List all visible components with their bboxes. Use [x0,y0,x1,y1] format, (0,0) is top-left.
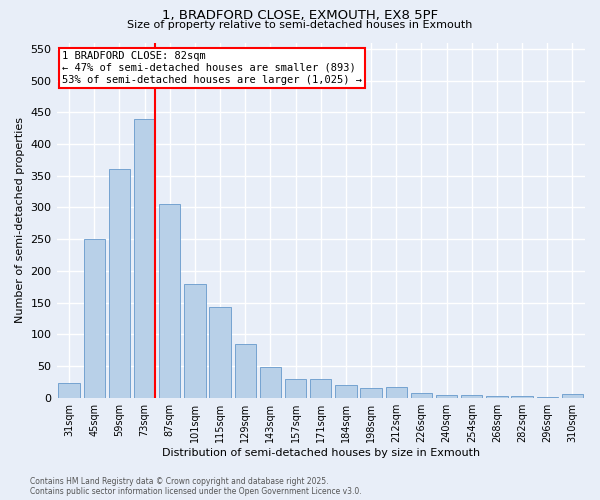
X-axis label: Distribution of semi-detached houses by size in Exmouth: Distribution of semi-detached houses by … [162,448,480,458]
Bar [58,383,80,398]
Bar [209,307,231,398]
Bar [134,118,155,398]
Bar [536,397,558,398]
Bar [285,380,307,398]
Text: 1, BRADFORD CLOSE, EXMOUTH, EX8 5PF: 1, BRADFORD CLOSE, EXMOUTH, EX8 5PF [162,9,438,22]
Bar [562,394,583,398]
Bar [83,239,105,398]
Bar [511,396,533,398]
Bar [235,344,256,398]
Bar [335,385,356,398]
Bar [411,394,432,398]
Bar [486,396,508,398]
Y-axis label: Number of semi-detached properties: Number of semi-detached properties [15,117,25,323]
Bar [436,394,457,398]
Bar [461,394,482,398]
Text: 1 BRADFORD CLOSE: 82sqm
← 47% of semi-detached houses are smaller (893)
53% of s: 1 BRADFORD CLOSE: 82sqm ← 47% of semi-de… [62,52,362,84]
Bar [109,170,130,398]
Bar [260,368,281,398]
Bar [159,204,181,398]
Bar [361,388,382,398]
Text: Size of property relative to semi-detached houses in Exmouth: Size of property relative to semi-detach… [127,20,473,30]
Bar [386,387,407,398]
Bar [310,380,331,398]
Bar [184,284,206,398]
Text: Contains HM Land Registry data © Crown copyright and database right 2025.
Contai: Contains HM Land Registry data © Crown c… [30,476,362,496]
